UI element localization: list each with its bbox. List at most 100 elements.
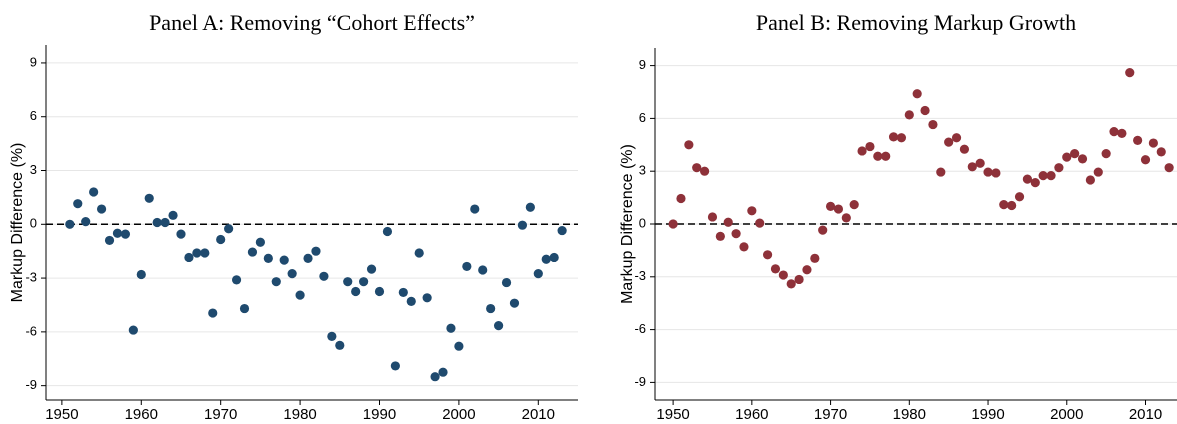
point: [944, 137, 954, 147]
point: [857, 146, 867, 156]
point: [794, 274, 804, 285]
point: [1070, 149, 1080, 159]
point: [1133, 135, 1143, 145]
panel-title: Panel B: Removing Markup Growth: [756, 10, 1076, 35]
y-tick-label: 9: [30, 54, 37, 69]
point: [731, 229, 741, 239]
point: [715, 231, 725, 241]
point: [239, 303, 250, 314]
point: [311, 246, 321, 256]
x-tick-label: 1950: [656, 406, 689, 423]
point: [912, 89, 922, 99]
x-tick-label: 2010: [1129, 406, 1162, 423]
point: [454, 341, 464, 351]
point: [176, 229, 186, 239]
panel-title: Panel A: Removing “Cohort Effects”: [149, 10, 475, 35]
point: [501, 277, 512, 288]
point: [723, 217, 733, 227]
point: [873, 151, 883, 161]
point: [1085, 175, 1095, 185]
y-tick-label: 3: [639, 163, 646, 178]
point: [486, 303, 496, 314]
point: [1046, 171, 1056, 181]
point: [327, 331, 337, 341]
point: [128, 325, 138, 335]
point: [255, 237, 265, 247]
point: [470, 204, 480, 214]
point: [991, 168, 1001, 178]
y-tick-label: 0: [30, 216, 37, 231]
point: [1054, 163, 1064, 173]
y-tick-label: -3: [634, 268, 646, 283]
point: [849, 200, 859, 210]
point: [366, 264, 377, 274]
point: [959, 144, 970, 154]
point: [896, 133, 907, 143]
x-tick-label: 1950: [45, 406, 78, 423]
point: [668, 219, 678, 229]
point: [936, 167, 946, 177]
point: [762, 250, 773, 260]
point: [1038, 171, 1048, 181]
point: [1109, 127, 1119, 137]
point: [81, 217, 91, 227]
point: [1117, 128, 1127, 138]
point: [208, 308, 218, 318]
y-tick-label: -9: [25, 377, 37, 392]
point: [343, 277, 353, 287]
point: [112, 228, 123, 238]
point: [975, 158, 985, 168]
x-tick-label: 1970: [814, 406, 847, 423]
point: [104, 235, 115, 246]
point: [303, 253, 313, 263]
point: [478, 265, 488, 275]
point: [390, 361, 400, 371]
point: [951, 133, 962, 143]
y-tick-label: -9: [634, 374, 646, 389]
point: [398, 287, 408, 298]
point: [295, 290, 305, 300]
point: [287, 268, 297, 279]
point: [335, 340, 345, 350]
point: [904, 110, 914, 120]
point: [786, 279, 796, 289]
point: [549, 252, 559, 263]
point: [739, 242, 749, 252]
point: [541, 254, 551, 264]
y-tick-label: 9: [639, 57, 646, 72]
y-tick-label: 3: [30, 162, 37, 177]
point: [920, 105, 930, 116]
x-tick-label: 1980: [893, 406, 926, 423]
x-tick-label: 1980: [283, 406, 316, 423]
x-tick-label: 2010: [522, 406, 555, 423]
point: [692, 163, 702, 173]
point: [778, 270, 788, 280]
point: [707, 212, 718, 222]
y-tick-label: 6: [30, 108, 37, 123]
point: [422, 293, 432, 303]
point: [684, 140, 694, 150]
point: [319, 271, 329, 281]
point: [136, 269, 146, 280]
point: [1062, 152, 1072, 162]
x-tick-label: 1970: [204, 406, 237, 423]
point: [881, 151, 891, 161]
point: [263, 253, 273, 263]
point: [430, 372, 440, 382]
point: [747, 206, 757, 216]
x-tick-label: 1990: [971, 406, 1004, 423]
point: [1077, 154, 1088, 164]
point: [770, 264, 781, 274]
point: [89, 187, 99, 197]
point: [406, 296, 416, 306]
x-tick-label: 1960: [735, 406, 768, 423]
point: [802, 265, 812, 275]
point: [120, 229, 131, 239]
point: [818, 225, 828, 235]
point: [1101, 149, 1111, 159]
y-tick-label: -6: [634, 321, 646, 336]
point: [96, 204, 107, 214]
point: [967, 162, 977, 172]
point: [888, 132, 899, 142]
y-tick-label: -6: [25, 323, 37, 338]
